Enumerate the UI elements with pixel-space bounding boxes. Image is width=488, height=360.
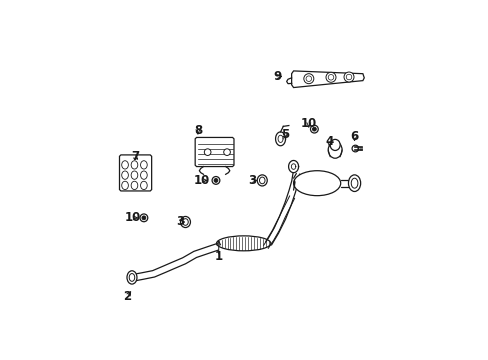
Circle shape [325, 72, 335, 82]
Text: 10: 10 [194, 174, 210, 187]
Circle shape [346, 74, 351, 80]
Circle shape [214, 179, 218, 183]
Ellipse shape [293, 171, 340, 195]
Text: 5: 5 [281, 128, 289, 141]
Ellipse shape [216, 236, 270, 251]
Ellipse shape [327, 141, 342, 158]
Circle shape [312, 127, 316, 131]
Text: 7: 7 [131, 150, 139, 163]
Circle shape [224, 149, 230, 156]
Circle shape [212, 176, 220, 184]
Text: 2: 2 [123, 290, 131, 303]
Ellipse shape [180, 216, 190, 228]
Ellipse shape [129, 274, 135, 281]
Ellipse shape [348, 175, 360, 192]
Ellipse shape [127, 271, 137, 284]
Polygon shape [291, 71, 364, 87]
Text: 9: 9 [273, 70, 281, 83]
Circle shape [344, 72, 353, 82]
Ellipse shape [122, 171, 128, 179]
Ellipse shape [257, 175, 267, 186]
Text: 10: 10 [300, 117, 316, 130]
Ellipse shape [122, 161, 128, 169]
Ellipse shape [351, 145, 358, 152]
Ellipse shape [140, 161, 147, 169]
Circle shape [310, 125, 318, 133]
Ellipse shape [350, 178, 357, 188]
Circle shape [142, 216, 145, 220]
Circle shape [305, 76, 311, 81]
Ellipse shape [122, 181, 128, 190]
Polygon shape [195, 138, 233, 167]
Ellipse shape [131, 171, 138, 179]
Text: 10: 10 [124, 211, 141, 224]
Text: 3: 3 [176, 216, 183, 229]
Text: 1: 1 [214, 250, 223, 263]
Circle shape [303, 74, 313, 84]
Ellipse shape [140, 171, 147, 179]
Circle shape [140, 214, 147, 222]
Ellipse shape [329, 139, 340, 150]
Text: 6: 6 [350, 130, 358, 143]
Ellipse shape [259, 177, 264, 184]
Text: 8: 8 [193, 124, 202, 137]
Ellipse shape [140, 181, 147, 190]
Ellipse shape [131, 161, 138, 169]
Circle shape [327, 75, 333, 80]
Ellipse shape [131, 181, 138, 190]
Text: 3: 3 [247, 174, 256, 187]
Text: 4: 4 [325, 135, 333, 148]
Circle shape [204, 149, 210, 156]
Ellipse shape [183, 219, 188, 225]
Polygon shape [119, 155, 151, 191]
